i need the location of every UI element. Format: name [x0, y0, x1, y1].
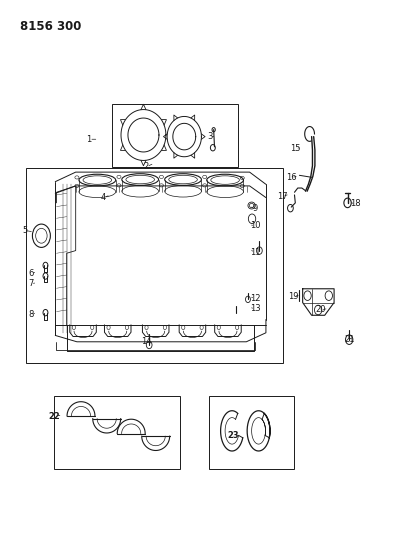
Text: 8156 300: 8156 300 — [20, 20, 81, 33]
Text: 11: 11 — [250, 248, 261, 257]
Text: 20: 20 — [315, 305, 326, 314]
Text: 6: 6 — [28, 269, 33, 278]
Text: 9: 9 — [253, 204, 258, 213]
Text: 23: 23 — [227, 431, 239, 440]
Text: 8: 8 — [28, 310, 33, 319]
Text: 10: 10 — [250, 221, 261, 230]
Text: 14: 14 — [141, 337, 152, 346]
Text: 15: 15 — [290, 144, 300, 154]
Text: 1: 1 — [87, 135, 92, 144]
Text: 3: 3 — [207, 132, 212, 141]
Bar — [54, 396, 180, 469]
Text: 19: 19 — [288, 292, 298, 301]
Text: 16: 16 — [286, 173, 297, 182]
Text: 21: 21 — [344, 335, 354, 344]
Bar — [112, 104, 238, 167]
Text: 13: 13 — [250, 304, 261, 313]
Text: 18: 18 — [351, 199, 361, 208]
Bar — [26, 168, 283, 363]
Text: 4: 4 — [101, 193, 106, 202]
Text: 5: 5 — [23, 226, 28, 235]
Text: 2: 2 — [144, 163, 149, 171]
Text: 17: 17 — [277, 192, 288, 201]
Text: 7: 7 — [28, 279, 33, 288]
Text: 12: 12 — [250, 294, 261, 303]
Text: 22: 22 — [48, 411, 60, 421]
Bar — [209, 396, 294, 469]
